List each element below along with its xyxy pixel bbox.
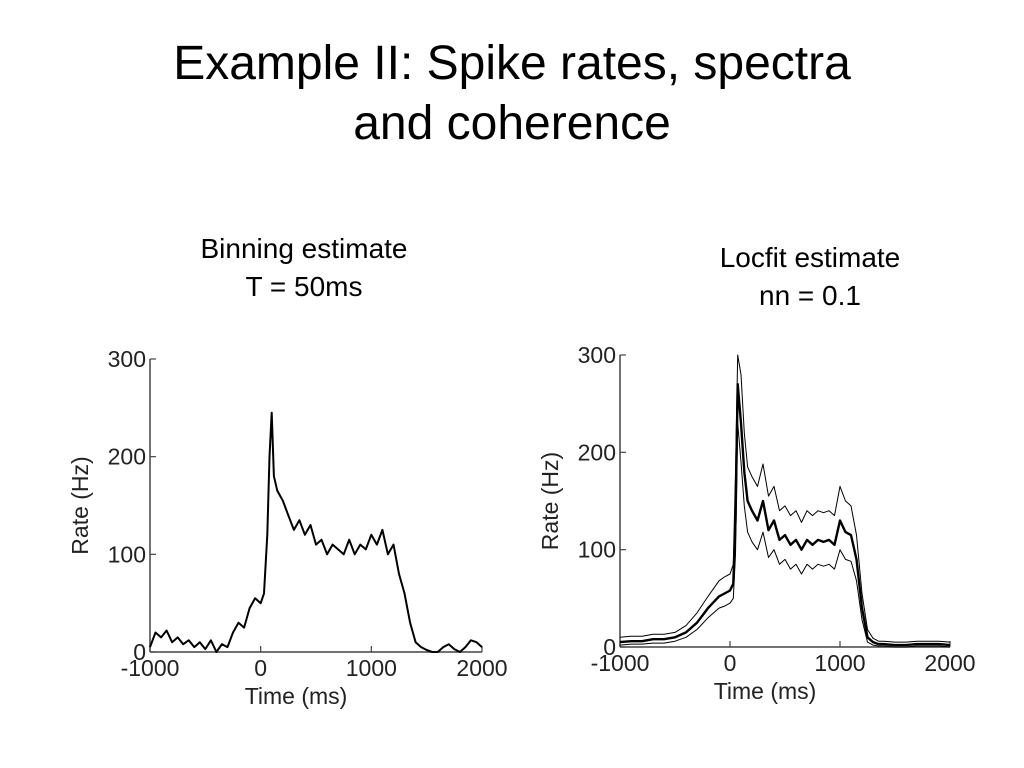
y-tick-label: 300 xyxy=(108,346,146,372)
y-tick-label: 200 xyxy=(108,444,146,470)
x-tick-label: 0 xyxy=(724,650,737,676)
y-axis-label: Rate (Hz) xyxy=(537,452,563,550)
y-tick-label: 0 xyxy=(133,639,146,665)
x-tick-label: 2000 xyxy=(924,650,975,676)
y-tick-label: 100 xyxy=(578,537,616,563)
y-tick-label: 100 xyxy=(108,541,146,567)
y-tick-label: 200 xyxy=(578,439,616,465)
x-tick-label: 0 xyxy=(254,655,267,681)
x-tick-label: -1000 xyxy=(591,650,650,676)
y-tick-label: 300 xyxy=(578,342,616,368)
x-tick-label: 1000 xyxy=(346,655,397,681)
left-panel-title-line1: Binning estimate xyxy=(200,233,408,264)
rate-series-line-1 xyxy=(619,383,951,647)
right-panel-title: Locfit estimate nn = 0.1 xyxy=(660,239,960,315)
right-panel-title-line1: Locfit estimate xyxy=(719,242,901,273)
y-tick-label: 0 xyxy=(603,634,616,660)
x-axis-label: Time (ms) xyxy=(245,683,348,709)
left-panel-title-line2: T = 50ms xyxy=(245,271,363,302)
slide-title: Example II: Spike rates, spectra and coh… xyxy=(0,34,1024,154)
left-panel-title: Binning estimate T = 50ms xyxy=(154,230,454,306)
x-tick-label: 1000 xyxy=(814,650,865,676)
x-axis-label: Time (ms) xyxy=(714,678,817,704)
y-axis-label: Rate (Hz) xyxy=(67,456,93,554)
x-tick-label: -1000 xyxy=(121,655,180,681)
rate-series-line-1 xyxy=(149,411,483,653)
x-tick-label: 2000 xyxy=(456,655,507,681)
rate-series-line-2 xyxy=(619,354,951,643)
slide-title-line2: and coherence xyxy=(353,97,671,150)
slide-title-line1: Example II: Spike rates, spectra xyxy=(173,37,851,90)
right-panel-title-line2: nn = 0.1 xyxy=(759,280,861,311)
rate-series-line-3 xyxy=(619,422,951,648)
